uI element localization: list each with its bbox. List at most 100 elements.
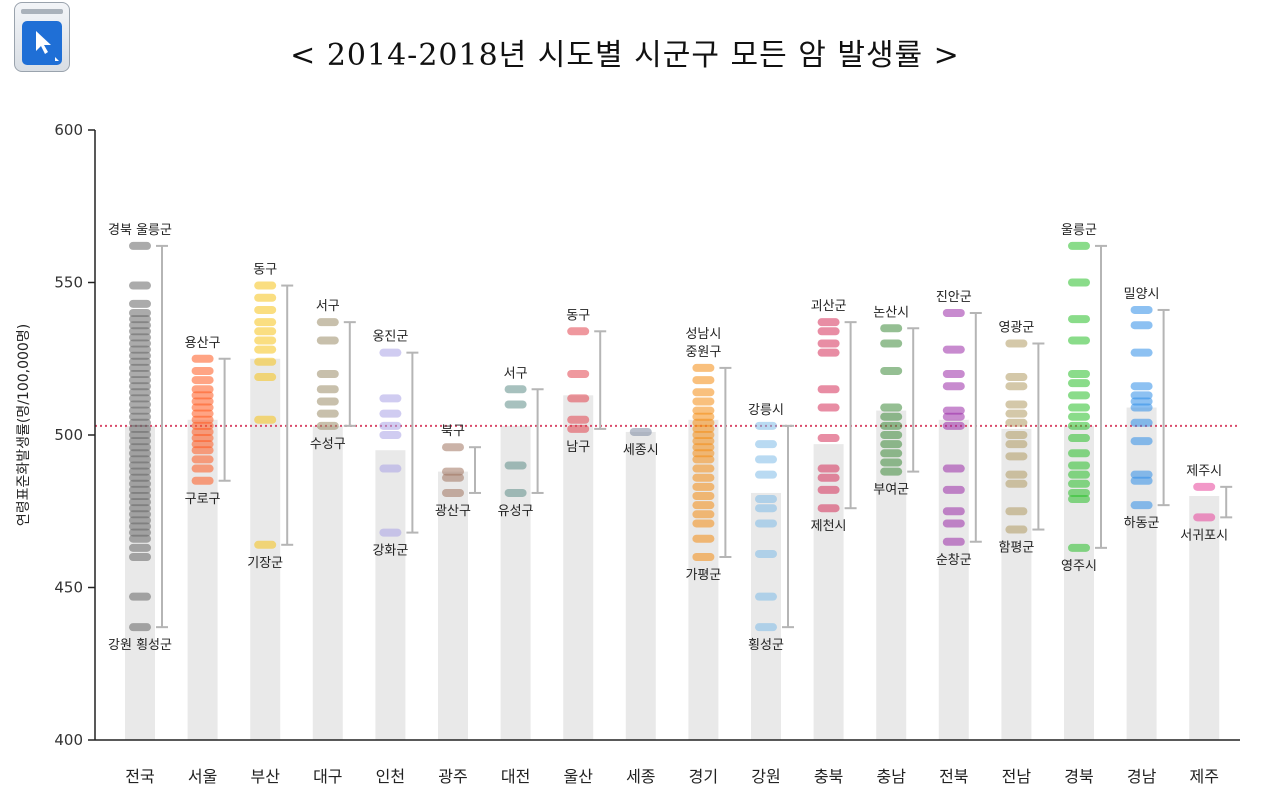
data-point — [129, 498, 151, 507]
data-point — [942, 421, 965, 430]
data-point — [880, 412, 903, 421]
data-point — [379, 409, 402, 418]
data-point — [191, 476, 214, 485]
data-point — [817, 403, 840, 412]
category-bar — [688, 419, 719, 740]
data-point — [191, 397, 214, 406]
data-point — [755, 519, 777, 528]
data-point — [817, 318, 840, 327]
data-point — [1193, 513, 1216, 522]
data-point — [817, 434, 840, 443]
data-point — [129, 357, 151, 366]
data-point — [191, 440, 214, 449]
min-region-label: 기장군 — [247, 556, 283, 571]
category-label: 경북 — [1064, 767, 1093, 786]
range-bracket — [1095, 244, 1107, 549]
data-point — [692, 363, 715, 372]
data-point — [629, 427, 652, 436]
data-point — [316, 318, 339, 327]
max-region-label: 동구 — [253, 263, 277, 278]
data-point — [1005, 339, 1028, 348]
data-point — [129, 443, 151, 452]
data-point — [880, 366, 903, 375]
min-region-label: 강화군 — [372, 544, 408, 559]
data-point — [817, 473, 840, 482]
category-label: 전남 — [1002, 767, 1032, 786]
y-tick-label: 550 — [54, 274, 83, 292]
data-point — [379, 528, 402, 537]
data-point — [1130, 501, 1153, 510]
range-bracket — [343, 321, 356, 427]
data-point — [129, 382, 151, 391]
category-bar — [375, 450, 406, 740]
pointer-tool-button[interactable] — [14, 2, 70, 72]
min-region-label: 가평군 — [685, 568, 721, 583]
data-point — [817, 385, 840, 394]
data-point — [942, 464, 965, 473]
max-region-label: 북구 — [441, 424, 465, 439]
data-point — [129, 528, 151, 537]
min-region-label: 부여군 — [873, 483, 909, 498]
data-point — [129, 473, 151, 482]
data-point — [692, 455, 715, 464]
data-point — [755, 623, 777, 632]
data-point — [567, 370, 590, 378]
data-point — [692, 501, 715, 510]
data-point — [1005, 452, 1028, 461]
max-region-label: 중원구 — [685, 345, 721, 360]
data-point — [1068, 421, 1090, 430]
data-point — [1130, 470, 1153, 479]
data-point — [254, 293, 277, 302]
data-point — [817, 327, 840, 336]
data-point — [755, 470, 777, 479]
y-tick-label: 400 — [54, 731, 83, 749]
range-bracket — [531, 388, 544, 494]
category-bar — [500, 425, 531, 740]
data-point — [692, 464, 715, 473]
data-point — [191, 446, 214, 455]
category-label: 전국 — [125, 767, 154, 786]
data-point — [692, 418, 715, 427]
range-bracket — [281, 284, 294, 546]
data-point — [191, 403, 214, 412]
data-points — [129, 241, 1216, 632]
data-point — [817, 485, 840, 494]
data-point — [692, 553, 715, 561]
data-point — [129, 309, 151, 317]
data-point — [129, 623, 151, 632]
data-point — [755, 455, 777, 464]
max-region-label: 성남시 — [685, 327, 721, 342]
data-point — [129, 412, 151, 421]
data-point — [567, 327, 590, 336]
category-bar — [312, 425, 343, 740]
data-point — [129, 345, 151, 354]
category-label: 세종 — [626, 767, 655, 786]
data-point — [316, 336, 339, 345]
data-point — [254, 345, 277, 354]
data-point — [129, 592, 151, 601]
data-point — [129, 485, 151, 494]
data-point — [129, 363, 151, 372]
range-bracket — [844, 321, 857, 510]
data-point — [129, 534, 151, 543]
range-bracket — [719, 366, 732, 558]
chart-title: < 2014-2018년 시도별 시군구 모든 암 발생률 > — [290, 38, 960, 73]
data-point — [129, 299, 151, 308]
data-point — [942, 485, 965, 494]
data-point — [1068, 461, 1090, 470]
data-point — [692, 437, 715, 446]
data-point — [191, 376, 214, 385]
data-point — [442, 473, 464, 482]
data-point — [942, 309, 965, 317]
data-point — [1068, 543, 1090, 552]
data-point — [692, 482, 715, 491]
max-region-label: 논산시 — [873, 305, 909, 320]
max-region-label: 밀양시 — [1124, 287, 1160, 302]
min-region-label: 세종시 — [623, 443, 659, 458]
range-bracket — [907, 327, 920, 473]
category-bar — [1189, 496, 1220, 740]
data-point — [129, 315, 151, 324]
min-region-label: 강원 횡성군 — [108, 638, 172, 653]
data-point — [129, 492, 151, 500]
data-point — [254, 336, 277, 345]
